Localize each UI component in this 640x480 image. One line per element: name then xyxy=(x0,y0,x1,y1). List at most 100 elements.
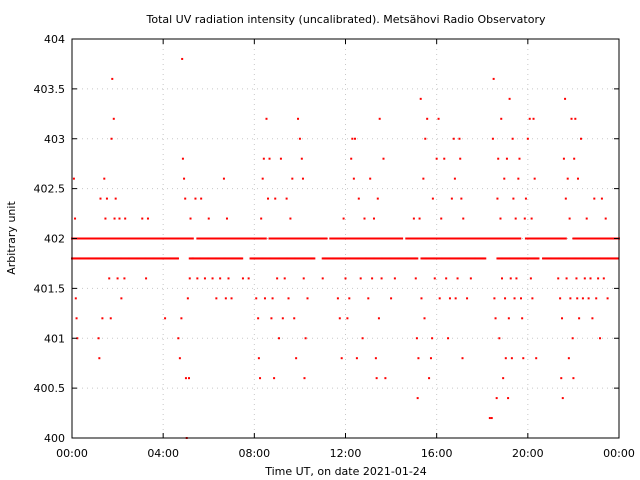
data-point xyxy=(601,257,604,260)
data-point xyxy=(262,237,265,240)
data-point xyxy=(116,277,119,280)
data-point xyxy=(376,237,379,240)
data-point xyxy=(105,237,108,240)
data-point xyxy=(434,237,437,240)
data-point xyxy=(355,237,358,240)
data-point xyxy=(412,237,415,240)
data-point xyxy=(106,257,109,260)
data-point xyxy=(97,257,100,260)
data-point xyxy=(562,257,565,260)
data-point xyxy=(109,317,112,320)
data-point xyxy=(281,317,284,320)
data-point xyxy=(289,217,292,220)
data-point xyxy=(553,257,556,260)
data-point xyxy=(108,237,111,240)
data-point xyxy=(607,237,610,240)
data-point xyxy=(584,257,587,260)
data-point xyxy=(77,237,80,240)
data-point xyxy=(130,257,133,260)
data-point xyxy=(151,237,154,240)
data-point xyxy=(566,177,569,180)
data-point xyxy=(560,377,563,380)
data-point xyxy=(221,257,224,260)
data-point xyxy=(355,357,358,360)
data-point xyxy=(169,237,171,240)
data-point xyxy=(554,237,557,240)
data-point xyxy=(460,197,463,200)
data-point xyxy=(330,257,333,260)
data-point xyxy=(429,237,432,240)
data-point xyxy=(75,317,78,320)
data-point xyxy=(249,237,252,240)
data-point xyxy=(416,237,419,240)
data-point xyxy=(333,257,336,260)
data-point xyxy=(291,237,294,240)
data-point xyxy=(246,237,249,240)
data-point xyxy=(332,237,335,240)
data-point xyxy=(392,257,395,260)
data-point xyxy=(550,257,552,260)
data-point xyxy=(107,237,110,240)
data-point xyxy=(278,237,281,240)
data-point xyxy=(260,257,263,260)
data-point xyxy=(494,317,497,320)
data-point xyxy=(173,237,176,240)
data-point xyxy=(386,237,389,240)
data-point xyxy=(233,237,236,240)
data-point xyxy=(188,237,191,240)
data-point xyxy=(254,237,257,240)
data-point xyxy=(143,237,146,240)
data-point xyxy=(236,257,239,260)
data-point xyxy=(89,257,92,260)
data-point xyxy=(496,237,499,240)
data-point xyxy=(141,237,144,240)
data-point xyxy=(487,237,490,240)
data-point xyxy=(506,257,509,260)
data-point xyxy=(338,237,341,240)
data-point xyxy=(504,357,507,360)
data-point xyxy=(314,237,317,240)
data-point xyxy=(500,117,503,120)
data-point xyxy=(132,257,135,260)
data-point xyxy=(304,337,307,340)
data-point xyxy=(142,257,145,260)
data-point xyxy=(353,237,356,240)
data-point xyxy=(303,257,306,260)
data-point xyxy=(335,237,337,240)
data-point xyxy=(351,257,354,260)
data-point xyxy=(331,237,334,240)
data-point xyxy=(469,257,472,260)
data-point xyxy=(370,237,373,240)
data-point xyxy=(535,357,538,360)
data-point xyxy=(409,237,412,240)
data-point xyxy=(222,237,225,240)
data-point xyxy=(101,237,104,240)
data-point xyxy=(417,237,420,240)
data-point xyxy=(276,257,279,260)
data-point xyxy=(531,237,534,240)
data-point xyxy=(412,217,415,220)
data-point xyxy=(110,257,113,260)
y-tick-labels: 400 400.5 401 401.5 402 402.5 403 403.5 404 xyxy=(34,33,66,445)
data-point xyxy=(444,257,447,260)
data-point xyxy=(399,237,402,240)
data-point xyxy=(92,237,95,240)
data-point xyxy=(551,257,554,260)
data-point xyxy=(224,297,227,300)
data-point xyxy=(90,257,93,260)
data-point xyxy=(447,257,450,260)
data-point xyxy=(445,257,448,260)
data-point xyxy=(444,237,447,240)
data-point xyxy=(490,417,493,420)
data-point xyxy=(428,377,431,380)
y-tick-label: 404 xyxy=(44,33,65,46)
data-point xyxy=(582,237,585,240)
data-point xyxy=(135,237,138,240)
data-point xyxy=(139,257,142,260)
data-point xyxy=(479,257,482,260)
data-point xyxy=(303,377,306,380)
data-point xyxy=(224,257,227,260)
data-point xyxy=(522,357,525,360)
data-point xyxy=(531,297,534,300)
data-point xyxy=(395,237,398,240)
